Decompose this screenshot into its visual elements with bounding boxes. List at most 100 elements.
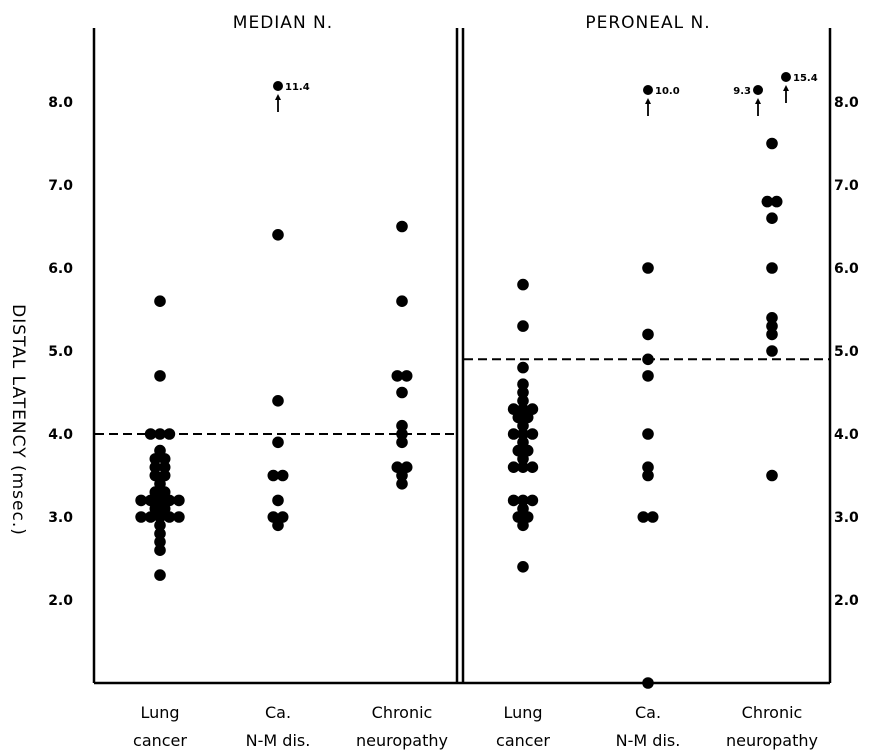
data-point — [517, 361, 529, 374]
data-point — [276, 469, 289, 482]
data-point — [149, 461, 162, 474]
off-scale-label: 11.4 — [285, 82, 310, 93]
data-point — [766, 312, 778, 324]
data-point — [642, 370, 654, 382]
category-label-line1: Chronic — [742, 703, 803, 722]
data-point — [396, 220, 408, 233]
data-point — [770, 195, 783, 208]
data-point — [272, 436, 284, 449]
up-arrow-icon — [645, 98, 651, 104]
data-point — [637, 511, 650, 523]
category-label-line1: Chronic — [372, 703, 433, 722]
category-label-line1: Ca. — [265, 703, 291, 722]
category-label-line1: Lung — [140, 703, 179, 722]
y-tick-label: 8.0 — [48, 95, 73, 111]
category-label-line2: N-M dis. — [616, 731, 681, 750]
data-point — [517, 461, 529, 474]
data-point — [642, 469, 654, 482]
data-point — [391, 370, 404, 382]
data-point — [507, 494, 520, 507]
y-tick-label: 3.0 — [48, 510, 73, 526]
data-point — [267, 469, 280, 482]
data-point — [272, 229, 284, 241]
category-label-line2: N-M dis. — [246, 731, 311, 750]
y-tick-label: 3.0 — [834, 510, 859, 526]
data-point — [517, 378, 529, 391]
data-point — [526, 428, 539, 440]
data-point — [396, 478, 408, 490]
data-points — [135, 137, 783, 689]
data-point — [507, 461, 520, 474]
data-point — [761, 195, 774, 208]
data-point — [642, 428, 654, 440]
off-scale-point — [781, 72, 791, 82]
data-point — [396, 419, 408, 432]
category-label-line2: cancer — [496, 731, 550, 750]
data-point — [154, 569, 166, 581]
category-label-line2: cancer — [133, 731, 187, 750]
data-point — [517, 561, 529, 573]
off-scale-label: 9.3 — [733, 86, 751, 97]
data-point — [642, 461, 654, 474]
data-point — [272, 494, 284, 507]
off-scale-point — [643, 85, 653, 95]
data-point — [766, 345, 778, 357]
data-point — [154, 444, 166, 457]
data-point — [154, 527, 166, 540]
data-point — [173, 494, 185, 507]
y-tick-label: 7.0 — [48, 178, 73, 194]
data-point — [766, 469, 778, 482]
y-tick-label: 5.0 — [48, 344, 73, 360]
data-point — [400, 461, 413, 474]
data-point — [766, 137, 778, 150]
data-point — [396, 428, 408, 440]
panel-title-median: MEDIAN N. — [233, 13, 333, 33]
off-scale-label: 10.0 — [655, 86, 680, 97]
data-point — [517, 436, 529, 449]
y-axis-label: DISTAL LATENCY (msec.) — [8, 304, 28, 536]
category-label-line1: Ca. — [635, 703, 661, 722]
y-ticks-left: 8.0 7.0 6.0 5.0 4.0 3.0 2.0 — [48, 95, 73, 609]
data-point — [517, 428, 529, 440]
data-point — [154, 428, 166, 440]
y-tick-label: 2.0 — [834, 593, 859, 609]
data-point — [154, 370, 166, 382]
data-point — [517, 403, 529, 415]
data-point — [149, 469, 162, 482]
y-ticks-right: 8.0 7.0 6.0 5.0 4.0 3.0 2.0 — [834, 95, 859, 609]
data-point — [396, 295, 408, 308]
data-point — [267, 511, 280, 523]
data-point — [135, 494, 147, 507]
off-scale-label: 15.4 — [793, 73, 818, 84]
data-point — [517, 278, 529, 291]
data-point — [642, 677, 654, 689]
category-label-line2: neuropathy — [356, 731, 448, 750]
y-tick-label: 4.0 — [48, 427, 73, 443]
off-scale-point — [753, 85, 763, 95]
data-point — [158, 469, 171, 482]
data-point — [642, 262, 654, 274]
off-scale-markers: 11.4 10.0 9.3 15.4 — [273, 72, 818, 116]
data-point — [163, 428, 176, 440]
data-point — [642, 328, 654, 341]
data-point — [391, 461, 404, 474]
data-point — [766, 262, 778, 274]
data-point — [526, 461, 539, 474]
y-tick-label: 6.0 — [834, 261, 859, 277]
data-point — [154, 519, 166, 532]
up-arrow-icon — [275, 94, 281, 100]
y-tick-label: 6.0 — [48, 261, 73, 277]
data-point — [135, 511, 147, 523]
data-point — [766, 320, 778, 332]
data-point — [646, 511, 659, 523]
data-point — [158, 461, 171, 474]
panel-title-peroneal: PERONEAL N. — [585, 13, 710, 33]
data-point — [526, 494, 539, 507]
data-point — [766, 212, 778, 224]
y-tick-label: 4.0 — [834, 427, 859, 443]
data-point — [517, 386, 529, 399]
y-tick-label: 5.0 — [834, 344, 859, 360]
data-point — [517, 395, 529, 407]
category-label-line2: neuropathy — [726, 731, 818, 750]
